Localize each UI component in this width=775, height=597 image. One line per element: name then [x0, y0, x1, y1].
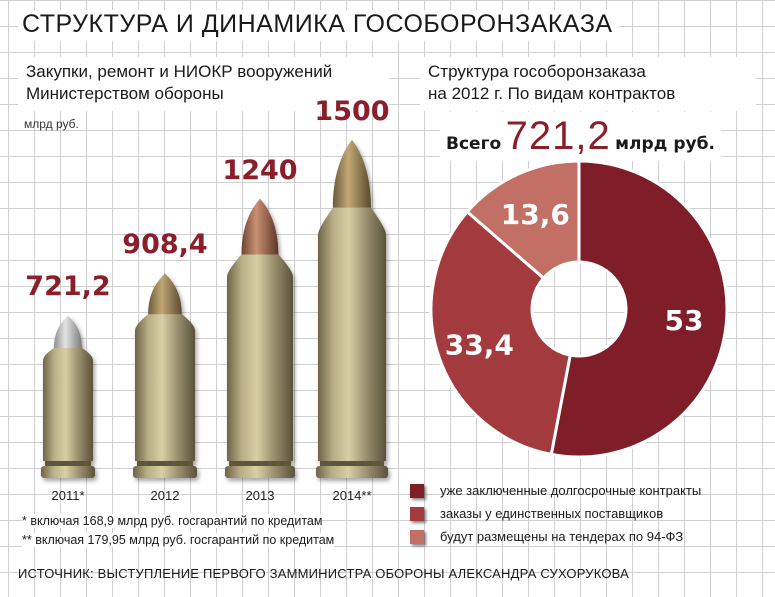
bar-cartridge-2 [225, 198, 295, 478]
legend-item: будут размещены на тендерах по 94-ФЗ [410, 529, 683, 544]
legend-swatch [410, 483, 424, 498]
pie-slice-2 [465, 159, 581, 281]
bar-value-label: 1240 [222, 154, 298, 186]
right-subtitle-line2: на 2012 г. По видам контрактов [428, 84, 676, 103]
legend-label: заказы у единственных поставщиков [440, 506, 664, 521]
bar-cartridge-1 [133, 273, 197, 478]
legend-item: уже заключенные долгосрочные контракты [410, 483, 701, 498]
footnote-2014: ** включая 179,95 млрд руб. госгарантий … [22, 533, 335, 547]
bar-category-label: 2013 [245, 488, 275, 503]
bar-category-label: 2012 [150, 488, 180, 503]
bar-value-label: 908,4 [122, 229, 208, 261]
bar-cartridge-0 [41, 315, 95, 478]
unit-label: млрд руб. [24, 117, 79, 131]
pie-slice-label: 33,4 [445, 328, 514, 361]
total-suffix: млрд руб. [615, 134, 715, 154]
legend-label: будут размещены на тендерах по 94-ФЗ [440, 529, 684, 544]
right-subtitle-line1: Структура гособоронзаказа [428, 62, 646, 81]
total-prefix: Всего [446, 134, 502, 154]
pie-slice-label: 53 [665, 304, 704, 337]
bar-cartridge-3 [316, 140, 388, 478]
left-subtitle-line2: Министерством обороны [26, 84, 224, 103]
page-title: СТРУКТУРА И ДИНАМИКА ГОСОБОРОНЗАКАЗА [18, 10, 619, 41]
legend-label: уже заключенные долгосрочные контракты [440, 483, 702, 498]
bar-value-label: 1500 [314, 96, 390, 127]
bar-category-label: 2014** [332, 488, 372, 503]
bar-category-label: 2011* [51, 488, 85, 503]
pie-slice-label: 13,6 [501, 198, 570, 231]
right-subtitle: Структура гособоронзаказа на 2012 г. По … [420, 57, 756, 111]
bar-value-label: 721,2 [25, 271, 111, 303]
cartridge-bars [41, 140, 388, 478]
legend-swatch [410, 506, 424, 521]
source-line: ИСТОЧНИК: ВЫСТУПЛЕНИЕ ПЕРВОГО ЗАММИНИСТР… [18, 566, 629, 581]
donut-chart: 53 33,4 13,6 [429, 159, 729, 459]
pie-slice-0 [549, 159, 729, 459]
left-subtitle-line1: Закупки, ремонт и НИОКР вооружений [26, 62, 333, 81]
total-label: Всего 721,2 млрд руб. [440, 112, 721, 161]
footnote-2011: * включая 168,9 млрд руб. госгарантий по… [22, 514, 323, 528]
legend-item: заказы у единственных поставщиков [410, 506, 663, 521]
left-subtitle: Закупки, ремонт и НИОКР вооружений Минис… [18, 57, 389, 111]
total-value: 721,2 [505, 114, 611, 158]
legend-swatch [410, 529, 424, 544]
